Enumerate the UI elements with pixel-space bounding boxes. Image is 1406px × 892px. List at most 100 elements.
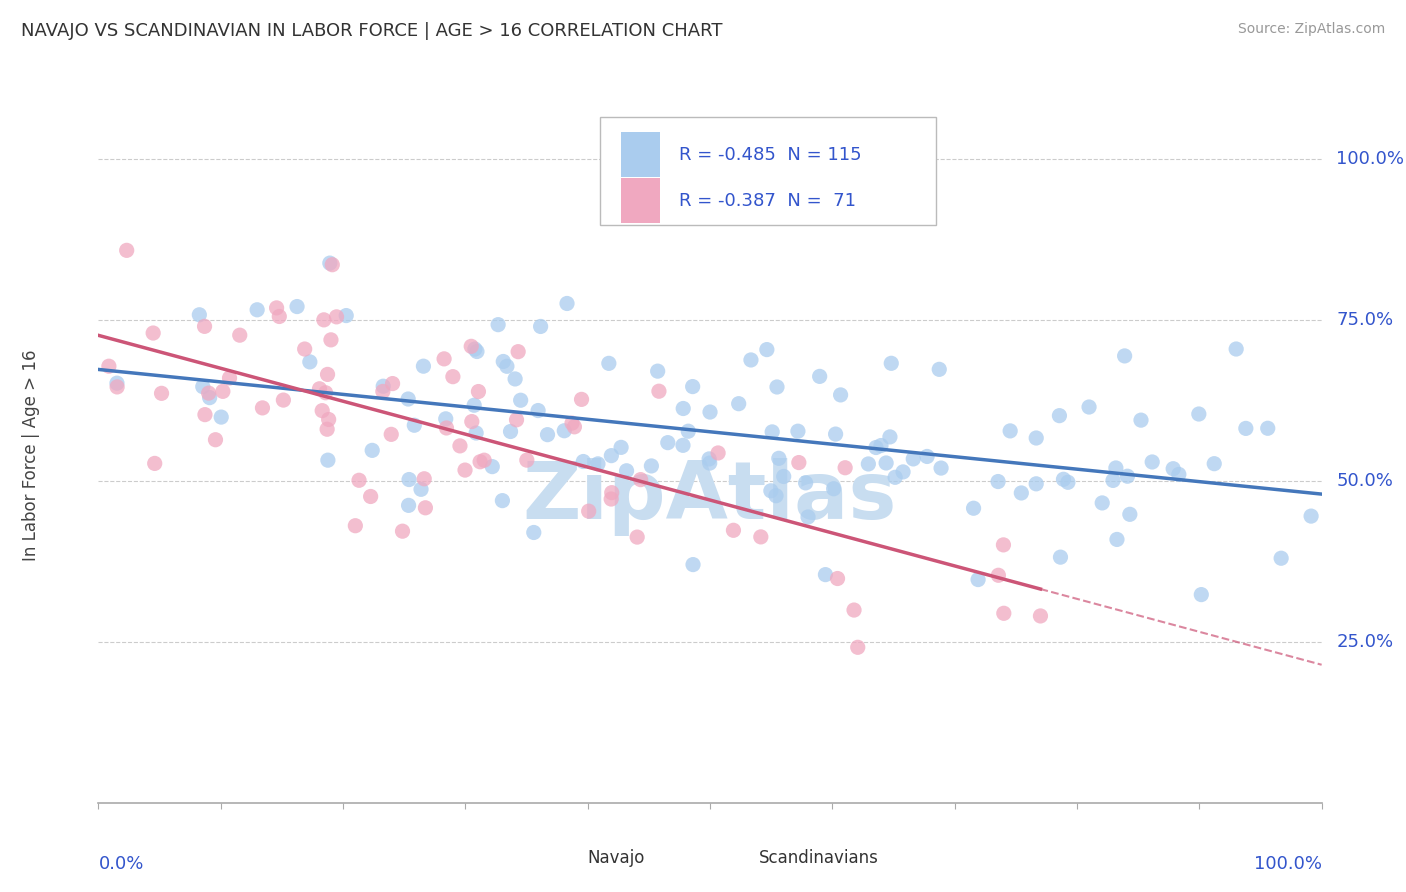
Point bbox=[492, 354, 515, 368]
Point bbox=[318, 412, 340, 426]
Point bbox=[527, 403, 550, 417]
Point bbox=[998, 424, 1021, 438]
Point bbox=[105, 380, 128, 394]
Text: Source: ZipAtlas.com: Source: ZipAtlas.com bbox=[1237, 22, 1385, 37]
Point bbox=[699, 456, 721, 470]
Text: 100.0%: 100.0% bbox=[1254, 855, 1322, 873]
Point bbox=[555, 296, 578, 310]
Point bbox=[891, 465, 914, 479]
Point bbox=[298, 355, 321, 369]
Point bbox=[269, 310, 291, 324]
Point bbox=[198, 391, 221, 405]
Point bbox=[1049, 550, 1071, 565]
Point bbox=[194, 408, 217, 422]
Point bbox=[229, 328, 252, 343]
Point bbox=[1078, 400, 1101, 414]
Point bbox=[1270, 551, 1292, 566]
Point bbox=[1102, 474, 1125, 488]
Text: R = -0.485  N = 115: R = -0.485 N = 115 bbox=[679, 146, 862, 164]
Point bbox=[1161, 461, 1184, 475]
Text: 50.0%: 50.0% bbox=[1336, 472, 1393, 490]
FancyBboxPatch shape bbox=[620, 178, 659, 223]
Point bbox=[536, 427, 558, 442]
Point bbox=[316, 453, 339, 467]
Point bbox=[1052, 472, 1074, 486]
Point bbox=[765, 489, 787, 503]
Point bbox=[413, 472, 436, 486]
Point bbox=[858, 457, 880, 471]
Point bbox=[380, 427, 402, 442]
Point bbox=[749, 530, 772, 544]
Point bbox=[468, 455, 491, 469]
Point bbox=[755, 343, 778, 357]
Text: R = -0.387  N =  71: R = -0.387 N = 71 bbox=[679, 192, 856, 210]
Point bbox=[766, 380, 789, 394]
Point bbox=[311, 403, 333, 417]
Point bbox=[682, 558, 704, 572]
Point bbox=[312, 313, 335, 327]
Point bbox=[761, 425, 783, 439]
Point bbox=[97, 359, 120, 374]
Point bbox=[321, 258, 343, 272]
Point bbox=[204, 433, 226, 447]
Point bbox=[436, 421, 458, 435]
Point bbox=[441, 369, 464, 384]
Point bbox=[319, 256, 342, 270]
Point bbox=[467, 384, 489, 399]
Point bbox=[672, 401, 695, 416]
Point bbox=[759, 483, 782, 498]
FancyBboxPatch shape bbox=[620, 132, 659, 178]
Point bbox=[294, 342, 316, 356]
Text: In Labor Force | Age > 16: In Labor Force | Age > 16 bbox=[22, 349, 41, 561]
Text: Navajo: Navajo bbox=[588, 849, 645, 867]
Point bbox=[993, 607, 1015, 621]
Point bbox=[626, 530, 648, 544]
Point bbox=[808, 369, 831, 384]
Point bbox=[193, 319, 215, 334]
Point bbox=[209, 410, 232, 425]
Point bbox=[928, 362, 950, 376]
Point bbox=[463, 398, 485, 412]
Point bbox=[865, 441, 887, 455]
Point bbox=[787, 456, 810, 470]
Point bbox=[449, 439, 471, 453]
Point bbox=[1140, 455, 1163, 469]
Point bbox=[509, 393, 531, 408]
Point bbox=[600, 485, 623, 500]
Point bbox=[481, 459, 503, 474]
Point bbox=[723, 524, 745, 538]
Point bbox=[371, 384, 394, 399]
FancyBboxPatch shape bbox=[723, 843, 749, 874]
Point bbox=[962, 501, 984, 516]
Point bbox=[516, 453, 538, 467]
Point bbox=[598, 356, 620, 370]
Point bbox=[586, 457, 609, 471]
Point bbox=[630, 473, 652, 487]
Point bbox=[530, 319, 553, 334]
Point bbox=[797, 510, 820, 524]
Point bbox=[879, 430, 901, 444]
Point bbox=[814, 567, 837, 582]
Point bbox=[875, 456, 897, 470]
Point bbox=[246, 302, 269, 317]
Point bbox=[1010, 486, 1032, 500]
Point bbox=[578, 504, 600, 518]
Point bbox=[823, 482, 845, 496]
Point bbox=[553, 424, 575, 438]
Point bbox=[1188, 407, 1211, 421]
Point bbox=[464, 342, 486, 356]
Point bbox=[903, 451, 925, 466]
Point bbox=[115, 244, 138, 258]
Text: ZipAtlas: ZipAtlas bbox=[523, 458, 897, 536]
Point bbox=[1114, 349, 1136, 363]
Point bbox=[523, 525, 546, 540]
Point bbox=[496, 359, 519, 374]
Point bbox=[433, 351, 456, 366]
Point bbox=[915, 450, 938, 464]
Point bbox=[1116, 469, 1139, 483]
Point bbox=[344, 518, 367, 533]
Point bbox=[1105, 461, 1128, 475]
Point bbox=[373, 379, 395, 393]
FancyBboxPatch shape bbox=[600, 118, 936, 226]
Text: 0.0%: 0.0% bbox=[98, 855, 143, 873]
